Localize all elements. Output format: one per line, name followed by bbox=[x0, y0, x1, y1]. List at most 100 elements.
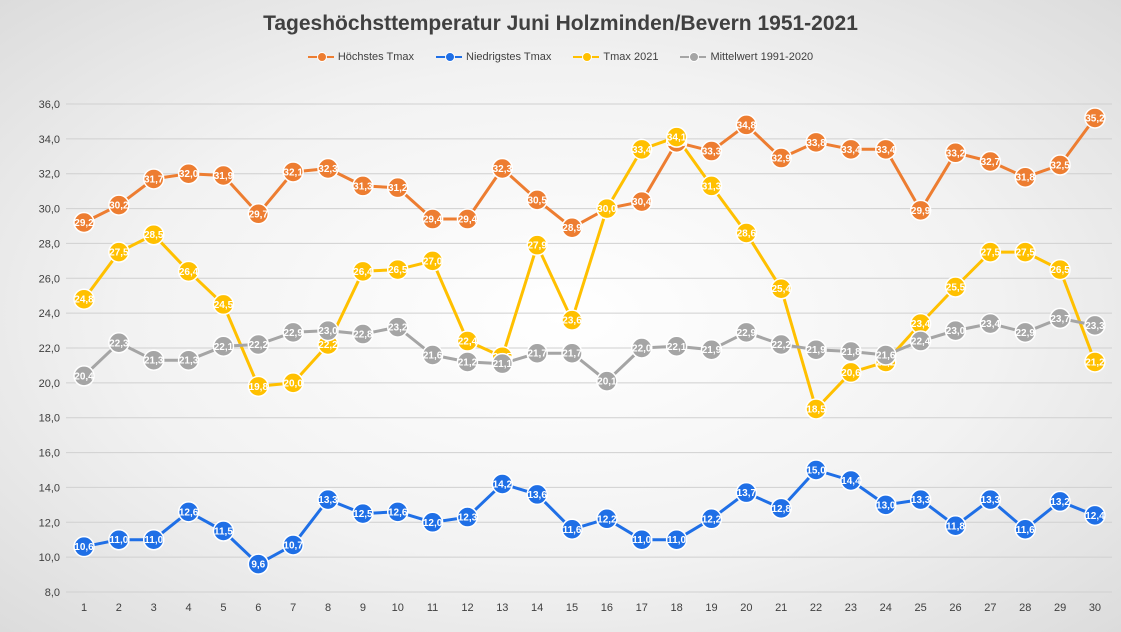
series-1-label-29: 13,2 bbox=[1050, 497, 1070, 508]
series-3-label-6: 22,2 bbox=[249, 340, 269, 351]
legend-item-niedrigstes: Niedrigstes Tmax bbox=[436, 51, 551, 63]
series-0-point-22 bbox=[805, 131, 827, 154]
series-0-point-29 bbox=[1049, 154, 1071, 176]
series-3-point-12 bbox=[456, 351, 479, 373]
series-1-point-22 bbox=[805, 459, 827, 481]
series-0-label-13: 32,3 bbox=[493, 164, 513, 175]
series-1-label-28: 11,6 bbox=[1016, 525, 1035, 536]
series-3-point-24 bbox=[875, 344, 897, 366]
series-1-point-23 bbox=[840, 469, 862, 492]
series-0-label-5: 31,9 bbox=[214, 171, 234, 182]
series-0-point-4 bbox=[177, 162, 200, 185]
series-1-point-28 bbox=[1014, 518, 1036, 541]
series-0-label-22: 33,8 bbox=[806, 138, 826, 149]
x-tick-label-1: 1 bbox=[81, 602, 87, 614]
series-2-point-30 bbox=[1084, 351, 1106, 373]
series-0-point-21 bbox=[770, 147, 792, 169]
series-3-label-10: 23,2 bbox=[388, 323, 408, 334]
series-1-point-5 bbox=[212, 520, 235, 542]
series-2-label-19: 31,3 bbox=[702, 181, 722, 192]
series-line-1 bbox=[83, 468, 1096, 566]
series-0-label-20: 34,8 bbox=[737, 120, 757, 131]
legend-label-niedrigstes: Niedrigstes Tmax bbox=[466, 51, 552, 63]
y-tick-label-8: 24,0 bbox=[39, 308, 60, 320]
series-1-label-2: 11,0 bbox=[109, 535, 128, 546]
series-3-point-10 bbox=[386, 316, 409, 338]
series-2-label-26: 25,5 bbox=[946, 283, 966, 294]
series-0-point-28 bbox=[1014, 166, 1036, 188]
series-0-label-19: 33,3 bbox=[702, 147, 722, 158]
x-tick-label-8: 8 bbox=[325, 602, 331, 614]
series-0-label-15: 28,9 bbox=[562, 223, 582, 234]
series-3-label-8: 23,0 bbox=[318, 326, 338, 337]
series-2-point-16 bbox=[596, 197, 618, 220]
series-3-point-19 bbox=[700, 338, 723, 361]
series-3-point-1 bbox=[73, 365, 95, 387]
series-3-point-9 bbox=[352, 323, 374, 345]
x-tick-label-3: 3 bbox=[151, 602, 157, 614]
series-0-label-7: 32,1 bbox=[283, 167, 303, 178]
series-0-point-15 bbox=[561, 216, 583, 239]
series-3-label-23: 21,8 bbox=[841, 347, 861, 358]
series-3-point-8 bbox=[317, 319, 339, 342]
legend-swatch-mittelwert bbox=[680, 52, 707, 62]
series-3-point-22 bbox=[805, 338, 827, 361]
series-3-point-13 bbox=[491, 352, 514, 375]
series-1-label-5: 11,5 bbox=[214, 527, 233, 538]
series-2-label-8: 22,2 bbox=[318, 340, 338, 351]
x-tick-label-21: 21 bbox=[775, 602, 787, 614]
y-tick-label-1: 10,0 bbox=[39, 552, 60, 564]
series-2-label-15: 23,6 bbox=[562, 316, 582, 327]
series-0-label-23: 33,4 bbox=[841, 145, 861, 156]
series-1-point-14 bbox=[526, 483, 548, 506]
series-3-label-30: 23,3 bbox=[1085, 321, 1105, 332]
series-2-label-20: 28,6 bbox=[737, 228, 757, 239]
series-2-point-4 bbox=[177, 260, 200, 283]
series-2-label-16: 30,0 bbox=[597, 204, 617, 215]
series-0-label-10: 31,2 bbox=[388, 183, 408, 194]
series-3-label-2: 22,3 bbox=[109, 338, 129, 349]
x-tick-label-15: 15 bbox=[566, 602, 578, 614]
series-line-0 bbox=[83, 117, 1097, 230]
x-tick-label-29: 29 bbox=[1054, 602, 1066, 614]
series-2-label-9: 26,4 bbox=[353, 267, 373, 278]
series-3-label-28: 22,9 bbox=[1015, 328, 1035, 339]
x-tick-label-24: 24 bbox=[880, 602, 892, 614]
series-2-point-22 bbox=[805, 398, 827, 420]
series-3-point-28 bbox=[1014, 321, 1036, 344]
series-3-point-7 bbox=[282, 321, 304, 344]
series-3-point-29 bbox=[1049, 307, 1071, 330]
series-3-point-21 bbox=[770, 333, 792, 356]
series-2-label-4: 26,4 bbox=[179, 267, 199, 278]
series-1-point-8 bbox=[317, 488, 339, 511]
series-0-point-17 bbox=[631, 190, 653, 213]
series-2-label-27: 27,5 bbox=[981, 248, 1001, 259]
series-0-label-14: 30,5 bbox=[527, 195, 547, 206]
series-1-point-11 bbox=[421, 511, 444, 534]
series-1-label-17: 11,0 bbox=[632, 535, 651, 546]
series-3-label-9: 22,8 bbox=[353, 330, 373, 341]
series-0-label-11: 29,4 bbox=[423, 215, 443, 226]
legend-label-hoechstes: Höchstes Tmax bbox=[337, 51, 415, 63]
series-2-label-5: 24,5 bbox=[214, 300, 234, 311]
series-1-label-23: 14,4 bbox=[841, 476, 861, 487]
series-0-point-9 bbox=[352, 175, 374, 197]
series-0-label-9: 31,3 bbox=[353, 181, 373, 192]
x-tick-label-17: 17 bbox=[636, 602, 648, 614]
series-1-point-19 bbox=[700, 508, 723, 530]
series-3-point-30 bbox=[1084, 314, 1106, 337]
series-3-point-6 bbox=[247, 333, 270, 356]
series-2-label-14: 27,9 bbox=[527, 241, 547, 252]
series-3-point-14 bbox=[526, 342, 548, 364]
series-3-label-19: 21,9 bbox=[702, 345, 722, 356]
series-1-label-26: 11,8 bbox=[946, 521, 965, 532]
series-3-point-5 bbox=[212, 335, 235, 358]
x-tick-label-10: 10 bbox=[392, 602, 404, 614]
series-0-label-4: 32,0 bbox=[179, 169, 199, 180]
series-3-label-25: 22,4 bbox=[911, 337, 931, 348]
series-0-label-17: 30,4 bbox=[632, 197, 652, 208]
series-0-point-27 bbox=[979, 150, 1002, 173]
series-3-label-24: 21,6 bbox=[876, 350, 896, 361]
series-1-point-26 bbox=[944, 515, 967, 537]
